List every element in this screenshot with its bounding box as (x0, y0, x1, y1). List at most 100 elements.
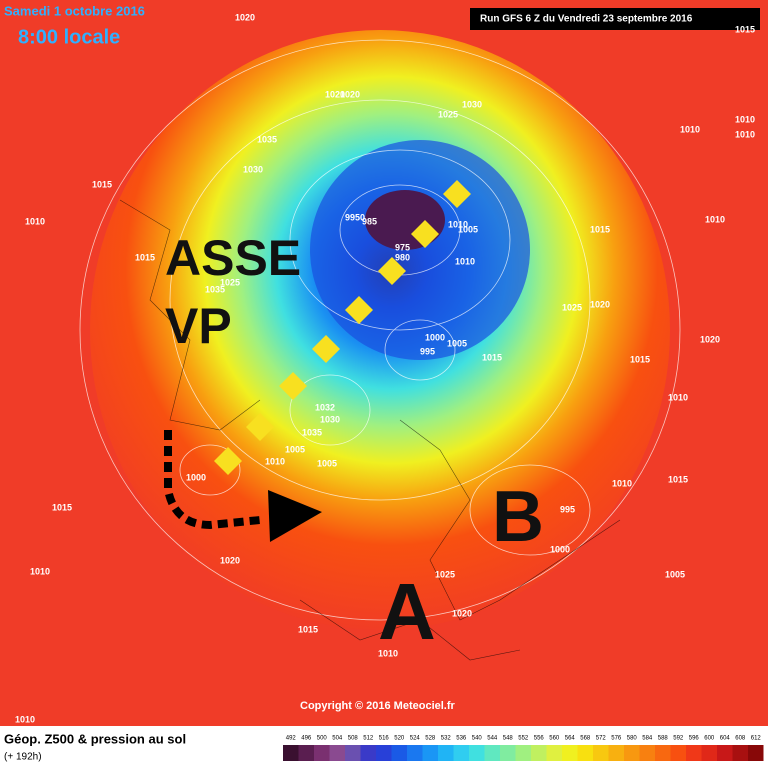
isobar-label: 985 (362, 216, 377, 226)
isobar-label: 1020 (700, 334, 720, 344)
scale-swatch (453, 745, 469, 761)
scale-swatch (469, 745, 485, 761)
isobar-label: 1005 (447, 338, 467, 348)
scale-swatch (562, 745, 578, 761)
scale-label: 584 (642, 736, 653, 742)
isobar-label: 1005 (317, 458, 337, 468)
scale-label: 572 (596, 736, 607, 742)
isobar-label: 1010 (735, 129, 755, 139)
isobar-label: 1025 (438, 109, 458, 119)
scale-swatch (298, 745, 314, 761)
scale-label: 504 (332, 736, 343, 742)
scale-label: 600 (704, 736, 715, 742)
scale-swatch (484, 745, 500, 761)
isobar-label: 1020 (340, 89, 360, 99)
scale-label: 500 (317, 736, 328, 742)
scale-swatch (593, 745, 609, 761)
annotation: VP (165, 298, 232, 354)
isobar-label: 1010 (705, 214, 725, 224)
scale-label: 560 (549, 736, 560, 742)
scale-label: 528 (425, 736, 436, 742)
isobar-label: 1010 (25, 216, 45, 226)
isobar-label: 1020 (235, 12, 255, 22)
isobar-label: 1005 (285, 444, 305, 454)
scale-swatch (732, 745, 748, 761)
run-banner (470, 8, 760, 30)
isobar-label: 1015 (482, 352, 502, 362)
scale-label: 580 (627, 736, 638, 742)
coastlines (119, 199, 621, 661)
scale-label: 608 (735, 736, 746, 742)
scale-label: 512 (363, 736, 374, 742)
legend-title: Géop. Z500 & pression au sol (4, 731, 186, 746)
isobar-label: 1000 (186, 472, 206, 482)
low-label: B (492, 477, 544, 557)
scale-label: 516 (379, 736, 390, 742)
isobar-label: 1010 (455, 256, 475, 266)
scale-label: 496 (301, 736, 312, 742)
isobar-label: 975 (395, 242, 410, 252)
isobar-label: 1020 (220, 555, 240, 565)
scale-swatch (376, 745, 392, 761)
scale-swatch (717, 745, 733, 761)
isobar-label: 1025 (435, 569, 455, 579)
isobar-label: 1015 (52, 502, 72, 512)
isobar-label: 1010 (668, 392, 688, 402)
scale-label: 536 (456, 736, 467, 742)
isobar-label: 1000 (550, 544, 570, 554)
copyright: Copyright © 2016 Meteociel.fr (300, 700, 456, 712)
scale-label: 604 (720, 736, 731, 742)
scale-label: 596 (689, 736, 700, 742)
isobar-label: 1005 (665, 569, 685, 579)
scale-label: 544 (487, 736, 498, 742)
scale-label: 556 (534, 736, 545, 742)
scale-swatch (655, 745, 671, 761)
run-info: Run GFS 6 Z du Vendredi 23 septembre 201… (480, 14, 693, 25)
high-label: A (378, 567, 436, 656)
scale-label: 588 (658, 736, 669, 742)
date: Samedi 1 octobre 2016 (4, 3, 145, 18)
isobar-label: 1015 (135, 252, 155, 262)
scale-label: 612 (751, 736, 762, 742)
scale-swatch (360, 745, 376, 761)
scale-label: 568 (580, 736, 591, 742)
scale-label: 492 (286, 736, 297, 742)
scale-swatch (701, 745, 717, 761)
isobar-label: 9950 (345, 212, 365, 222)
isobar-label: 1025 (562, 302, 582, 312)
isobar-label: 980 (395, 252, 410, 262)
isobar-label: 1015 (735, 24, 755, 34)
isobar-label: 1005 (458, 224, 478, 234)
scale-label: 524 (410, 736, 421, 742)
scale-swatch (748, 745, 764, 761)
scale-swatch (407, 745, 423, 761)
isobar-label: 1000 (425, 332, 445, 342)
scale-label: 548 (503, 736, 514, 742)
scale-label: 592 (673, 736, 684, 742)
isobar-label: 1010 (448, 219, 468, 229)
scale-swatch (438, 745, 454, 761)
scale-label: 540 (472, 736, 483, 742)
isobar-label: 1010 (680, 124, 700, 134)
scale-swatch (329, 745, 345, 761)
isobar-label: 1030 (462, 99, 482, 109)
isobar-label: 1030 (243, 164, 263, 174)
isobar-label: 1010 (265, 456, 285, 466)
scale-swatch (345, 745, 361, 761)
scale-swatch (422, 745, 438, 761)
isobar-label: 995 (560, 504, 575, 514)
isobar-label: 1020 (325, 89, 345, 99)
annotation: ASSE (165, 230, 301, 286)
time: 8:00 locale (18, 26, 120, 48)
isobar-label: 1010 (735, 114, 755, 124)
isobar-label: 1015 (630, 354, 650, 364)
scale-label: 532 (441, 736, 452, 742)
scale-label: 552 (518, 736, 529, 742)
isobar-label: 1015 (298, 624, 318, 634)
scale-swatch (624, 745, 640, 761)
scale-swatch (546, 745, 562, 761)
scale-label: 508 (348, 736, 359, 742)
route-diamonds (214, 180, 471, 475)
isobar-label: 1020 (452, 608, 472, 618)
